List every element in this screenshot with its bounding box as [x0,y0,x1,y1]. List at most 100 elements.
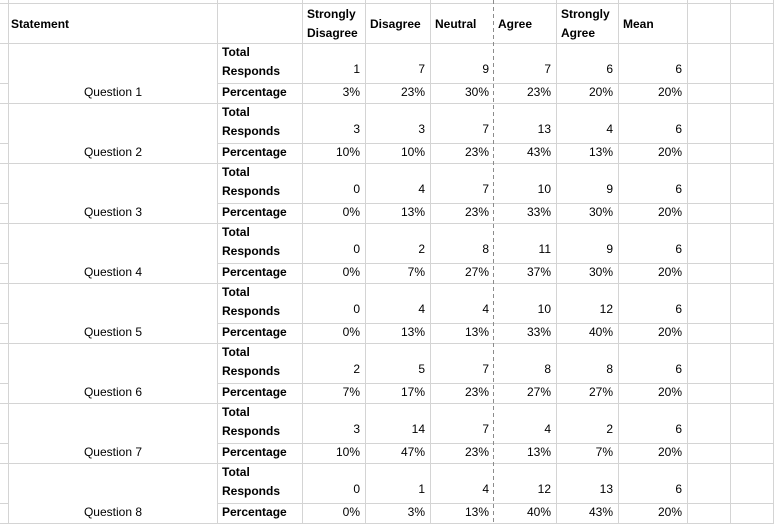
cell-responds-value[interactable]: 9 [431,44,494,84]
cell-empty[interactable] [688,384,731,404]
cell-responds-value[interactable]: 5 [366,344,431,384]
cell-empty[interactable] [731,404,774,444]
cell-responds-value[interactable]: 0 [303,224,366,264]
cell-empty[interactable] [731,4,774,44]
cell-percentage-value[interactable]: 40% [557,324,619,344]
cell-percentage-value[interactable]: 30% [557,204,619,224]
cell-responds-value[interactable]: 0 [303,164,366,204]
cell-responds-value[interactable]: 10 [494,284,557,324]
cell-empty[interactable] [0,204,9,224]
cell-responds-value[interactable]: 4 [366,284,431,324]
cell-responds-value[interactable]: 4 [366,164,431,204]
cell-percentage-mean-value[interactable]: 20% [619,144,688,164]
cell-total-responds-label[interactable]: Total Responds [218,104,303,144]
cell-percentage-value[interactable]: 13% [431,504,494,524]
cell-header-mean[interactable]: Mean [619,4,688,44]
cell-empty[interactable] [0,84,9,104]
cell-responds-value[interactable]: 9 [557,164,619,204]
cell-percentage-value[interactable]: 7% [366,264,431,284]
cell-responds-value[interactable]: 8 [431,224,494,264]
cell-empty[interactable] [688,204,731,224]
cell-percentage-value[interactable]: 30% [557,264,619,284]
cell-question-merged[interactable] [9,404,218,444]
cell-responds-value[interactable]: 1 [303,44,366,84]
cell-question-merged[interactable] [9,164,218,204]
cell-empty[interactable] [218,4,303,44]
cell-percentage-value[interactable]: 0% [303,504,366,524]
cell-percentage-mean-value[interactable]: 20% [619,384,688,404]
cell-empty[interactable] [0,444,9,464]
cell-percentage-mean-value[interactable]: 20% [619,504,688,524]
cell-responds-value[interactable]: 12 [494,464,557,504]
cell-percentage-value[interactable]: 47% [366,444,431,464]
cell-percentage-mean-value[interactable]: 20% [619,264,688,284]
cell-responds-value[interactable]: 0 [303,284,366,324]
cell-responds-mean-value[interactable]: 6 [619,464,688,504]
cell-responds-mean-value[interactable]: 6 [619,344,688,384]
cell-question-label[interactable]: Question 2 [9,144,218,164]
cell-responds-mean-value[interactable]: 6 [619,104,688,144]
cell-question-label[interactable]: Question 1 [9,84,218,104]
cell-percentage-value[interactable]: 40% [494,504,557,524]
cell-empty[interactable] [0,224,9,264]
cell-responds-value[interactable]: 4 [431,284,494,324]
cell-empty[interactable] [0,144,9,164]
cell-responds-value[interactable]: 3 [303,404,366,444]
cell-empty[interactable] [731,44,774,84]
cell-total-responds-label[interactable]: Total Responds [218,44,303,84]
cell-statement-header[interactable]: Statement [9,4,218,44]
cell-percentage-value[interactable]: 33% [494,204,557,224]
cell-empty[interactable] [731,204,774,224]
cell-percentage-label[interactable]: Percentage [218,444,303,464]
cell-empty[interactable] [731,284,774,324]
cell-empty[interactable] [218,0,303,4]
cell-percentage-value[interactable]: 13% [366,204,431,224]
cell-percentage-value[interactable]: 13% [366,324,431,344]
cell-empty[interactable] [688,44,731,84]
cell-percentage-mean-value[interactable]: 20% [619,84,688,104]
cell-percentage-value[interactable]: 7% [557,444,619,464]
cell-percentage-value[interactable]: 23% [431,204,494,224]
cell-percentage-label[interactable]: Percentage [218,324,303,344]
cell-empty[interactable] [0,464,9,504]
cell-empty[interactable] [688,224,731,264]
cell-question-label[interactable]: Question 8 [9,504,218,524]
cell-empty[interactable] [688,404,731,444]
cell-empty[interactable] [731,384,774,404]
cell-percentage-value[interactable]: 33% [494,324,557,344]
cell-empty[interactable] [731,144,774,164]
cell-percentage-value[interactable]: 27% [494,384,557,404]
cell-responds-value[interactable]: 13 [557,464,619,504]
cell-empty[interactable] [0,0,9,4]
cell-percentage-value[interactable]: 13% [431,324,494,344]
cell-question-merged[interactable] [9,224,218,264]
cell-responds-value[interactable]: 4 [494,404,557,444]
cell-empty[interactable] [688,164,731,204]
cell-question-merged[interactable] [9,464,218,504]
cell-responds-value[interactable]: 3 [366,104,431,144]
cell-empty[interactable] [688,4,731,44]
cell-empty[interactable] [0,4,9,44]
cell-empty[interactable] [731,444,774,464]
cell-percentage-value[interactable]: 3% [366,504,431,524]
cell-empty[interactable] [557,0,619,4]
cell-responds-value[interactable]: 11 [494,224,557,264]
cell-percentage-value[interactable]: 3% [303,84,366,104]
cell-question-label[interactable]: Question 6 [9,384,218,404]
cell-percentage-value[interactable]: 17% [366,384,431,404]
cell-responds-value[interactable]: 7 [431,104,494,144]
cell-empty[interactable] [731,504,774,524]
cell-percentage-value[interactable]: 30% [431,84,494,104]
cell-empty[interactable] [731,224,774,264]
cell-empty[interactable] [731,104,774,144]
cell-responds-value[interactable]: 12 [557,284,619,324]
cell-responds-value[interactable]: 2 [557,404,619,444]
cell-empty[interactable] [688,324,731,344]
cell-empty[interactable] [731,464,774,504]
cell-empty[interactable] [688,444,731,464]
cell-percentage-value[interactable]: 0% [303,324,366,344]
cell-empty[interactable] [9,0,218,4]
cell-percentage-value[interactable]: 43% [494,144,557,164]
cell-responds-value[interactable]: 1 [366,464,431,504]
cell-empty[interactable] [0,164,9,204]
